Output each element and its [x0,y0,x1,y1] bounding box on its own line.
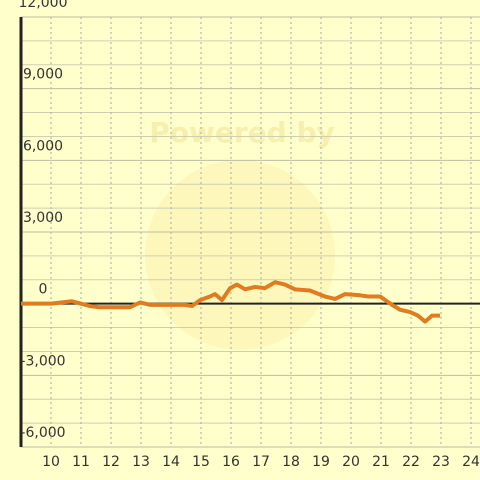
watermark: Powered by [149,116,335,149]
x-tick-label: 15 [192,454,210,470]
x-tick-label: 23 [432,454,450,470]
data-line [21,280,441,324]
x-tick-label: 14 [162,454,180,470]
y-tick-label: 0 [39,282,48,298]
x-tick-label: 12 [102,454,120,470]
x-tick-label: 24 [462,454,480,470]
x-tick-label: 11 [72,454,90,470]
y-tick-label: -6,000 [20,425,65,441]
x-tick-label: 22 [402,454,420,470]
y-tick-label: 3,000 [23,210,63,226]
watermark-logo [145,160,335,350]
x-tick-label: 18 [282,454,300,470]
x-tick-label: 21 [372,454,390,470]
y-tick-label: -3,000 [20,353,65,369]
x-tick-label: 20 [342,454,360,470]
x-tick-label: 10 [42,454,60,470]
y-tick-label: 12,000 [19,0,68,11]
x-tick-label: 19 [312,454,330,470]
y-tick-label: 6,000 [23,138,63,154]
x-tick-label: 13 [132,454,150,470]
x-tick-label: 17 [252,454,270,470]
y-tick-label: 9,000 [23,67,63,83]
x-tick-label: 16 [222,454,240,470]
